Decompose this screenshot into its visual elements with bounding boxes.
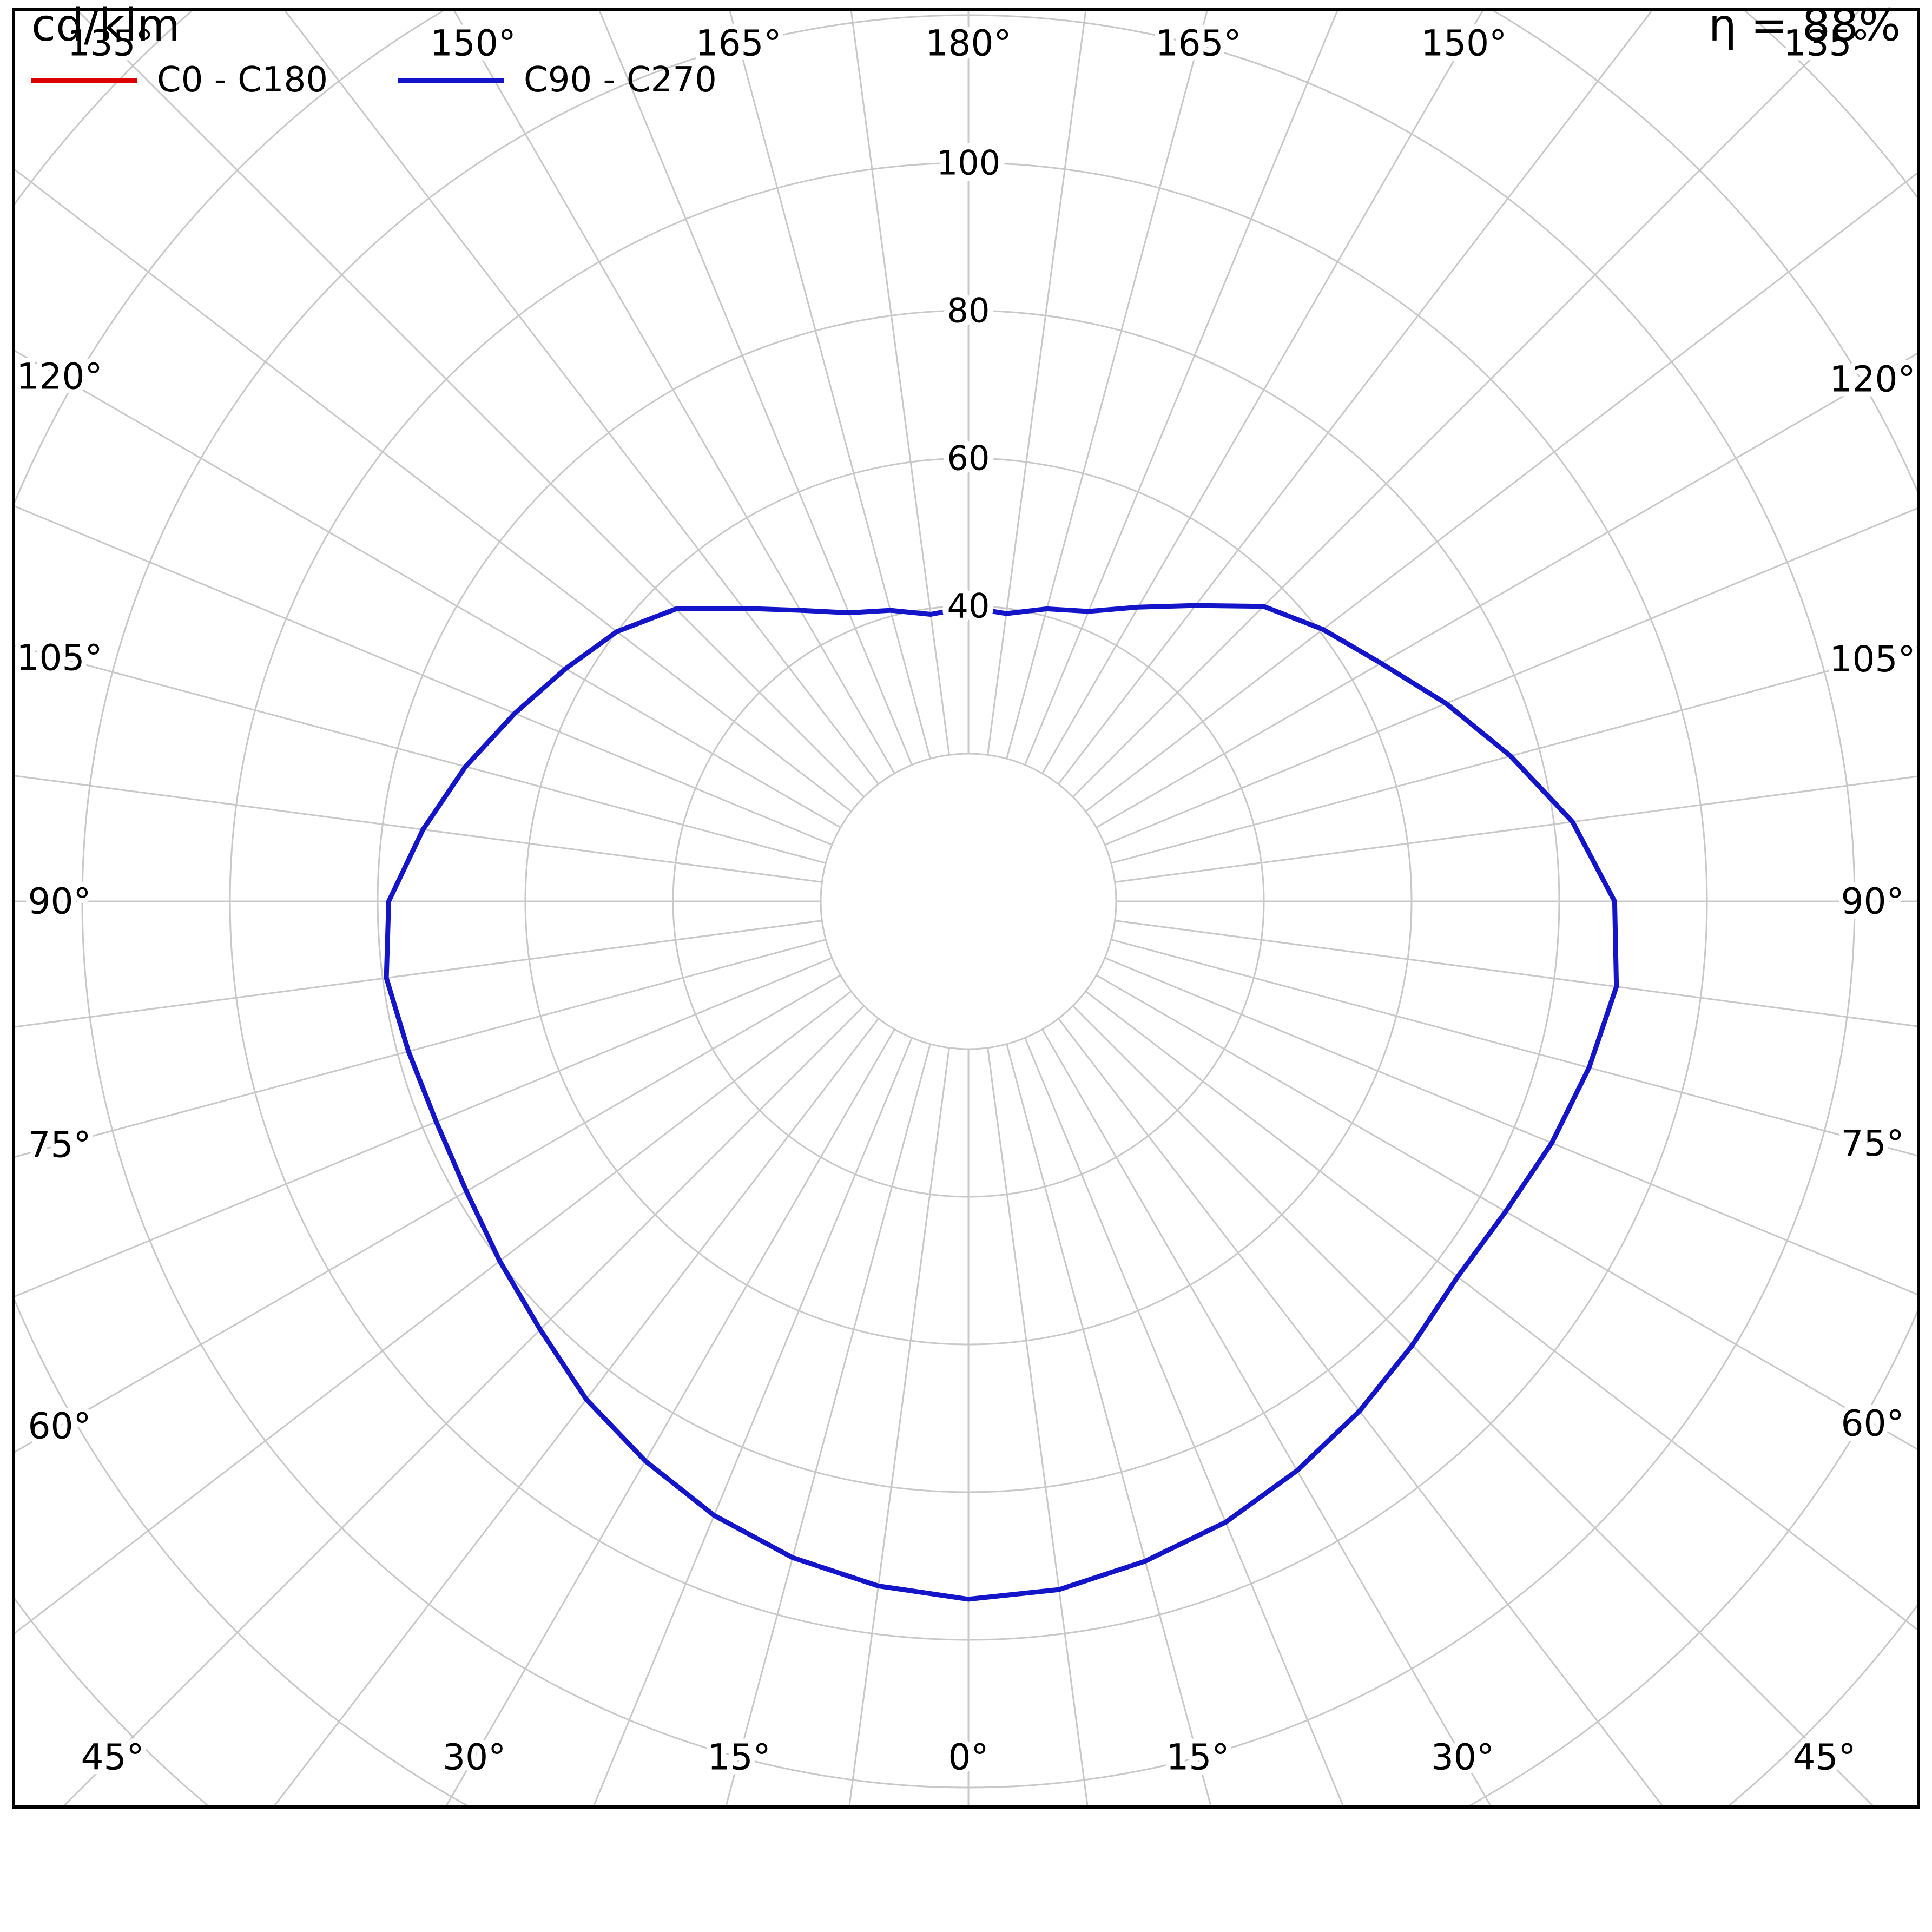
grid-spoke <box>1111 939 1918 1157</box>
angle-label: 0° <box>948 1737 989 1778</box>
legend-line-blue-icon <box>398 77 505 83</box>
grid-spoke <box>1111 645 1918 864</box>
grid-spoke <box>592 1037 913 1807</box>
angle-label: 75° <box>28 1124 91 1166</box>
angle-label: 150° <box>1421 23 1507 64</box>
grid-spoke <box>598 10 913 766</box>
angle-label: 15° <box>708 1737 771 1778</box>
curve-C0-C180 <box>384 603 1619 1601</box>
grid-spoke <box>1104 957 1918 1296</box>
grid-spoke <box>1058 1018 1665 1807</box>
grid-spoke <box>1058 10 1654 785</box>
grid-spoke <box>75 10 865 798</box>
angle-label: 120° <box>17 356 103 398</box>
angle-label: 105° <box>1830 638 1916 680</box>
grid-spoke <box>848 1047 950 1807</box>
radial-tick-label: 100 <box>937 143 1000 183</box>
legend-label-c90-c270: C90 - C270 <box>524 60 717 100</box>
radial-tick-label: 60 <box>947 439 990 478</box>
grid-spoke <box>14 957 833 1298</box>
legend-line-red-icon <box>31 77 137 83</box>
efficiency-label: η = 88% <box>1708 0 1901 51</box>
curve-C90-C270 <box>384 603 1619 1602</box>
angle-label: 45° <box>81 1737 144 1778</box>
grid-spoke <box>272 1018 879 1807</box>
grid-circle <box>14 10 1918 1807</box>
grid-spoke <box>14 920 822 1028</box>
grid-spoke <box>444 1028 895 1807</box>
grid-spoke <box>14 644 826 864</box>
angle-label: 105° <box>17 637 103 678</box>
legend-label-c0-c180: C0 - C180 <box>157 60 328 100</box>
grid-spoke <box>1006 10 1209 759</box>
grid-spoke <box>61 1005 865 1807</box>
angle-label: 30° <box>1431 1737 1494 1778</box>
angle-label: 60° <box>28 1405 91 1447</box>
angle-label: 90° <box>28 881 91 922</box>
grid-spoke <box>14 505 833 846</box>
grid-circle <box>14 10 1918 1807</box>
grid-spoke <box>452 10 895 774</box>
grid-spoke <box>1006 1044 1212 1807</box>
grid-spoke <box>1104 506 1918 846</box>
chart-frame-border <box>12 8 1920 1809</box>
grid-spoke <box>987 10 1087 755</box>
grid-spoke <box>850 10 950 755</box>
angle-label: 90° <box>1841 881 1904 922</box>
grid-spoke <box>14 349 841 828</box>
angle-label: 150° <box>430 23 516 64</box>
grid-circle <box>820 753 1117 1050</box>
grid-spoke <box>1115 775 1918 883</box>
legend-item-c0-c180: C0 - C180 <box>31 60 328 100</box>
polar-chart: 0° 15° 15° 30° 30° 45° 45° 60° 60° 75° 75° 90° 90° 10… <box>12 8 1921 1809</box>
grid-spoke <box>14 775 822 883</box>
grid-spoke <box>1072 10 1862 798</box>
grid-spoke <box>14 991 852 1636</box>
grid-spoke <box>1115 920 1918 1027</box>
footer-row: cd/klm η = 88% <box>0 0 1932 51</box>
grid-spoke <box>14 939 826 1158</box>
grid-spoke <box>283 10 879 785</box>
polar-grid <box>14 10 1918 1807</box>
angle-label: 15° <box>1166 1737 1229 1778</box>
grid-spoke <box>1041 1028 1493 1807</box>
grid-spoke <box>728 10 931 759</box>
grid-spoke <box>1085 171 1918 812</box>
angle-label: 165° <box>1156 23 1242 64</box>
grid-spoke <box>14 167 852 812</box>
angle-label: 60° <box>1841 1402 1904 1444</box>
grid-spoke <box>1041 10 1485 774</box>
angle-label: 75° <box>1841 1123 1904 1164</box>
angle-label: 135° <box>1784 23 1870 64</box>
angle-label: 45° <box>1793 1737 1856 1778</box>
grid-spoke <box>1096 352 1918 828</box>
legend: C0 - C180 C90 - C270 <box>0 60 1932 100</box>
radial-tick-label: 40 <box>947 586 990 626</box>
grid-spoke <box>1024 1037 1345 1807</box>
grid-spoke <box>1072 1005 1876 1807</box>
polar-labels: 0° 15° 15° 30° 30° 45° 45° 60° 60° 75° 75° 90° 90° 10… <box>12 18 1921 1783</box>
angle-label: 180° <box>926 23 1012 64</box>
units-label: cd/klm <box>31 0 180 51</box>
angle-label: 120° <box>1830 359 1916 400</box>
grid-spoke <box>14 974 841 1454</box>
grid-spoke <box>724 1044 931 1807</box>
grid-spoke <box>1024 10 1339 766</box>
footer: cd/klm η = 88% C0 - C180 C90 - C270 <box>0 0 1932 100</box>
angle-label: 30° <box>443 1737 506 1778</box>
grid-spoke <box>987 1047 1089 1807</box>
angle-label: 165° <box>696 23 782 64</box>
grid-spoke <box>1085 991 1918 1632</box>
angle-label: 135° <box>68 23 154 64</box>
legend-item-c90-c270: C90 - C270 <box>398 60 717 100</box>
radial-tick-label: 80 <box>947 291 990 331</box>
grid-spoke <box>1096 974 1918 1451</box>
